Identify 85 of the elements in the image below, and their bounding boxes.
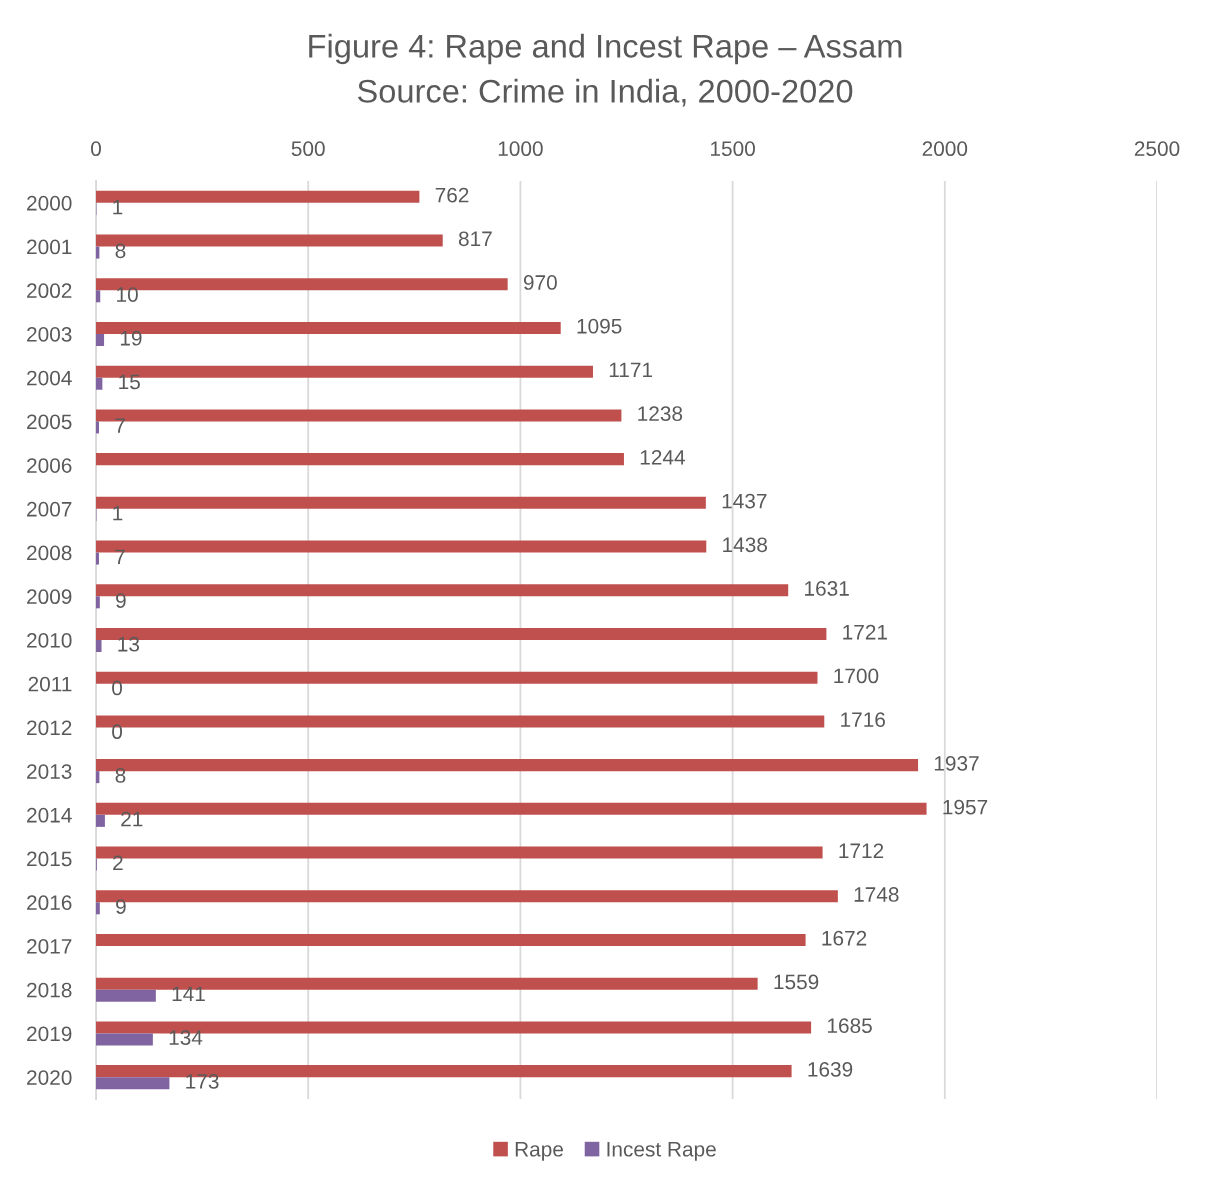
- data-label: 0: [112, 680, 123, 696]
- bar: [96, 989, 156, 1002]
- data-label: 1748: [854, 887, 899, 902]
- bar: [96, 640, 102, 653]
- y-tick-label: 2005: [27, 414, 72, 430]
- y-tick-label: 2018: [27, 982, 72, 998]
- y-tick-label: 2004: [27, 370, 72, 386]
- x-tick-label: 2000: [922, 141, 968, 157]
- chart-title: Figure 4: Rape and Incest Rape – Assam: [309, 33, 902, 65]
- data-label: 1672: [822, 930, 867, 946]
- data-label: 141: [172, 986, 205, 1002]
- y-tick-label: 2002: [27, 283, 72, 299]
- y-tick-label: 2020: [27, 1070, 72, 1085]
- y-tick-label: 2011: [28, 676, 72, 692]
- data-label: 1: [113, 505, 123, 521]
- data-label: 1716: [841, 712, 885, 728]
- data-label: 173: [186, 1073, 219, 1089]
- y-tick-label: 2012: [27, 720, 72, 736]
- y-tick-label: 2015: [27, 851, 72, 867]
- data-label: 13: [118, 636, 140, 652]
- data-label: 762: [435, 187, 469, 203]
- bar: [96, 814, 105, 827]
- data-label: 0: [112, 724, 123, 740]
- y-tick-label: 2003: [27, 327, 72, 342]
- data-label: 1631: [805, 581, 849, 596]
- data-label: 7: [115, 549, 125, 564]
- y-tick-label: 2007: [27, 501, 72, 517]
- legend-label: Rape: [515, 1142, 563, 1161]
- data-label: 1721: [843, 624, 887, 640]
- data-label: 1639: [808, 1061, 853, 1077]
- data-label: 15: [119, 374, 140, 390]
- data-label: 10: [117, 287, 138, 302]
- bar: [96, 421, 99, 434]
- data-label: 1437: [722, 493, 767, 509]
- bar: [96, 902, 100, 915]
- data-label: 970: [523, 275, 557, 290]
- data-label: 1559: [774, 974, 819, 990]
- y-tick-label: 2013: [27, 764, 72, 779]
- bar: [96, 552, 99, 565]
- data-label: 1937: [934, 755, 979, 771]
- data-label: 1: [113, 199, 123, 215]
- data-label: 8: [115, 767, 126, 783]
- x-tick-label: 500: [291, 141, 325, 157]
- y-tick-label: 2009: [27, 589, 72, 605]
- bar: [96, 290, 101, 303]
- bar: [96, 1077, 170, 1090]
- data-label: 1238: [638, 406, 683, 422]
- data-label: 1244: [640, 449, 685, 465]
- legend-label: Incest Rape: [607, 1142, 716, 1161]
- y-tick-label: 2019: [27, 1026, 72, 1042]
- data-label: 9: [116, 593, 126, 608]
- data-label: 19: [120, 330, 142, 346]
- y-tick-label: 2001: [27, 239, 72, 255]
- data-label: 21: [121, 811, 143, 827]
- data-label: 7: [115, 418, 125, 433]
- data-label: 1095: [577, 318, 622, 334]
- data-label: 1171: [609, 362, 653, 378]
- y-tick-label: 2000: [27, 195, 72, 211]
- data-label: 2: [113, 855, 123, 870]
- y-tick-label: 2006: [27, 458, 72, 473]
- y-tick-label: 2014: [27, 807, 72, 823]
- data-label: 1712: [839, 843, 884, 858]
- bar: [96, 334, 105, 347]
- data-label: 817: [458, 231, 492, 247]
- x-tick-label: 0: [91, 141, 101, 157]
- x-tick-label: 2500: [1134, 141, 1180, 157]
- bar: [96, 453, 624, 466]
- y-tick-label: 2016: [27, 895, 72, 911]
- bar: [96, 933, 806, 946]
- y-tick-label: 2017: [27, 939, 72, 954]
- data-label: 1700: [834, 668, 879, 684]
- data-label: 8: [115, 243, 126, 259]
- data-label: 1685: [827, 1018, 872, 1034]
- data-label: 1957: [943, 799, 988, 815]
- bar: [96, 1033, 153, 1046]
- data-label: 1438: [723, 537, 767, 553]
- y-tick-label: 2010: [27, 633, 72, 648]
- bar: [96, 377, 103, 390]
- x-tick-label: 1000: [498, 141, 543, 157]
- bar: [96, 596, 100, 609]
- data-label: 134: [169, 1030, 203, 1046]
- y-tick-label: 2008: [27, 545, 72, 561]
- x-tick-label: 1500: [711, 141, 755, 157]
- data-label: 9: [116, 899, 126, 914]
- chart-subtitle: Source: Crime in India, 2000-2020: [357, 78, 853, 107]
